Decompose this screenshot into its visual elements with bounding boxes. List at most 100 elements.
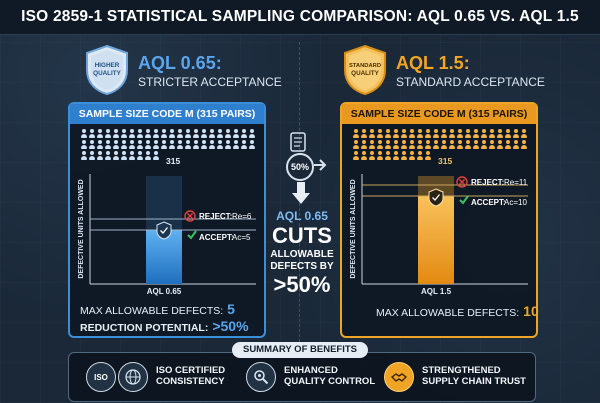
- sample-icon-row: [80, 151, 159, 160]
- person-icon: [208, 140, 215, 149]
- person-icon: [104, 129, 111, 138]
- person-icon: [480, 129, 487, 138]
- benefit-consistency: ISO CERTIFIED CONSISTENCY: [118, 362, 225, 392]
- person-icon: [184, 140, 191, 149]
- person-icon: [136, 151, 143, 160]
- person-icon: [456, 140, 463, 149]
- person-icon: [96, 151, 103, 160]
- person-icon: [408, 151, 415, 160]
- person-icon: [448, 140, 455, 149]
- document-icon: [290, 132, 306, 152]
- person-icon: [216, 129, 223, 138]
- aql-065-bar-shadow: [146, 176, 182, 230]
- max-defects-label: MAX ALLOWABLE DEFECTS:: [376, 307, 520, 319]
- person-icon: [160, 140, 167, 149]
- benefit-quality-control: ENHANCED QUALITY CONTROL: [246, 362, 375, 392]
- aql-065-y-axis-label: DEFECTIVE UNITS ALLOWED: [78, 179, 85, 278]
- person-icon: [448, 129, 455, 138]
- reject-x-icon: [184, 210, 196, 222]
- person-icon: [192, 140, 199, 149]
- person-icon: [208, 129, 215, 138]
- center-callout: AQL 0.65 CUTS ALLOWABLE DEFECTS BY >50%: [268, 210, 336, 296]
- accept-check-icon: [459, 195, 469, 205]
- max-defects-value: 5: [227, 301, 235, 317]
- aql-15-bar: [418, 196, 454, 284]
- person-icon: [136, 140, 143, 149]
- person-icon: [96, 129, 103, 138]
- aql-065-max-defects: MAX ALLOWABLE DEFECTS: 5: [80, 301, 235, 317]
- person-icon: [408, 140, 415, 149]
- aql-065-panel-title: SAMPLE SIZE CODE M (315 PAIRS): [70, 104, 264, 124]
- person-icon: [432, 129, 439, 138]
- person-icon: [176, 140, 183, 149]
- callout-line-3a: ALLOWABLE: [270, 249, 334, 260]
- sample-icon-row: [352, 151, 431, 160]
- person-icon: [120, 129, 127, 138]
- person-icon: [504, 140, 511, 149]
- benefit-consistency-label: ISO CERTIFIED CONSISTENCY: [156, 365, 226, 387]
- person-icon: [360, 140, 367, 149]
- person-icon: [416, 140, 423, 149]
- reduction-badge: 50%: [286, 153, 314, 181]
- benefit-iso: ISO: [86, 362, 116, 392]
- person-icon: [128, 129, 135, 138]
- higher-quality-shield-icon: HIGHER QUALITY: [86, 44, 128, 96]
- aql-15-y-axis-label: DEFECTIVE UNITS ALLOWED: [350, 179, 357, 278]
- person-icon: [120, 151, 127, 160]
- person-icon: [80, 129, 87, 138]
- sample-icon-row: [80, 140, 255, 149]
- reject-label: REJECT:: [471, 178, 504, 187]
- person-icon: [360, 151, 367, 160]
- person-icon: [392, 140, 399, 149]
- person-icon: [80, 140, 87, 149]
- person-icon: [352, 140, 359, 149]
- person-icon: [152, 151, 159, 160]
- person-icon: [512, 129, 519, 138]
- person-icon: [440, 140, 447, 149]
- aql-15-max-defects: MAX ALLOWABLE DEFECTS: 10: [376, 303, 539, 319]
- person-icon: [168, 140, 175, 149]
- person-icon: [496, 140, 503, 149]
- person-icon: [120, 140, 127, 149]
- person-icon: [408, 129, 415, 138]
- person-icon: [184, 129, 191, 138]
- person-icon: [376, 151, 383, 160]
- person-icon: [368, 151, 375, 160]
- aql-065-sample-count: 315: [166, 156, 181, 166]
- person-icon: [504, 129, 511, 138]
- person-icon: [368, 129, 375, 138]
- benefit-supply-chain: STRENGTHENED SUPPLY CHAIN TRUST: [384, 362, 526, 392]
- person-icon: [168, 129, 175, 138]
- svg-text:QUALITY: QUALITY: [93, 70, 121, 77]
- person-icon: [96, 140, 103, 149]
- person-icon: [424, 129, 431, 138]
- person-icon: [456, 129, 463, 138]
- person-icon: [152, 140, 159, 149]
- person-icon: [488, 140, 495, 149]
- person-icon: [88, 151, 95, 160]
- person-icon: [248, 129, 255, 138]
- accept-check-icon: [187, 230, 197, 240]
- handshake-icon: [384, 362, 414, 392]
- person-icon: [232, 140, 239, 149]
- person-icon: [512, 140, 519, 149]
- person-icon: [160, 129, 167, 138]
- callout-line-2: CUTS: [272, 223, 332, 248]
- reduction-value: >50%: [212, 318, 249, 334]
- person-icon: [464, 140, 471, 149]
- accept-label: ACCEPT:: [471, 198, 506, 207]
- person-icon: [384, 140, 391, 149]
- person-icon: [368, 140, 375, 149]
- person-icon: [152, 129, 159, 138]
- person-icon: [224, 140, 231, 149]
- person-icon: [352, 151, 359, 160]
- person-icon: [248, 140, 255, 149]
- person-icon: [520, 129, 527, 138]
- person-icon: [392, 129, 399, 138]
- person-icon: [240, 129, 247, 138]
- person-icon: [144, 151, 151, 160]
- callout-line-1: AQL 0.65: [276, 209, 328, 223]
- person-icon: [392, 151, 399, 160]
- callout-line-4: >50%: [273, 272, 331, 297]
- person-icon: [416, 129, 423, 138]
